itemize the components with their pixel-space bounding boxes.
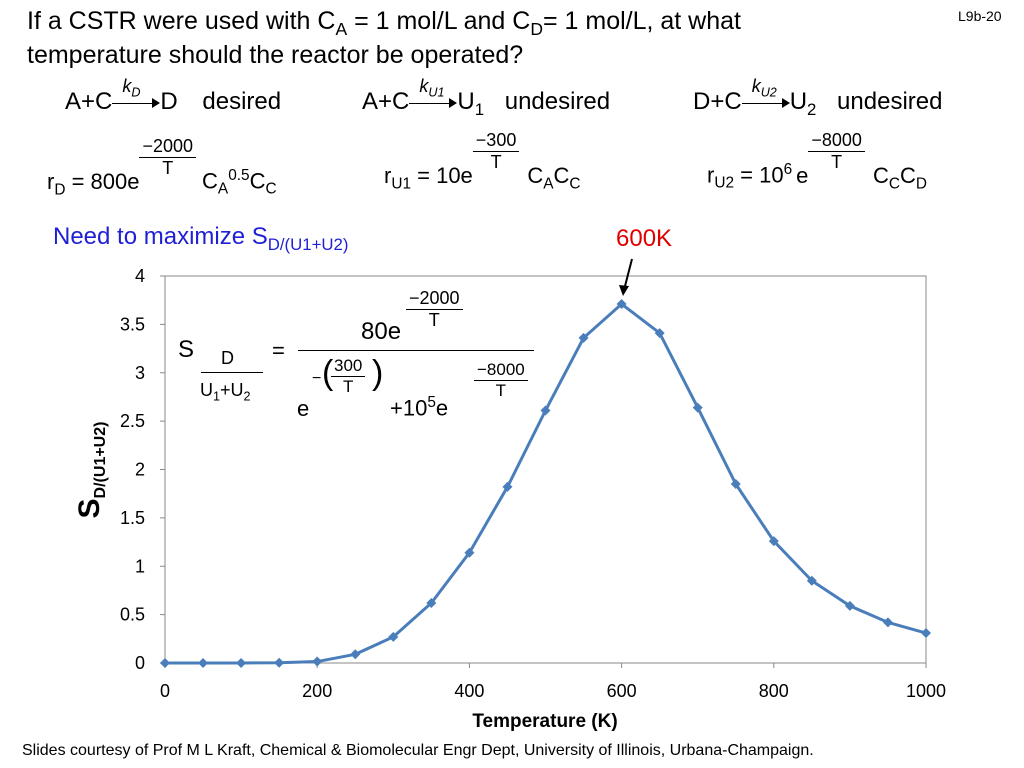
exponent-fraction: −2000 T [139,136,197,179]
data-point [312,656,323,667]
x-tick-label: 200 [302,681,332,701]
data-point [236,658,247,668]
data-point [274,657,285,668]
reaction-undesired-2: D+C kU2 U2 undesired [693,75,943,119]
y-tick-label: 0.5 [120,605,145,625]
optimum-label: 600K [616,225,673,252]
y-tick-label: 0 [135,653,145,673]
y-tick-label: 4 [135,266,145,286]
y-axis-label: SD/(U1+U2) [73,422,109,519]
x-tick-label: 800 [759,681,789,701]
y-tick-label: 2.5 [120,411,145,431]
data-point [730,479,741,490]
y-tick-label: 2 [135,460,145,480]
x-axis-label: Temperature (K) [472,711,617,732]
reaction-undesired-1: A+C kU1 U1 undesired [362,75,611,119]
y-tick-label: 1.5 [120,508,145,528]
question-line-2: temperature should the reactor be operat… [27,41,524,69]
data-point [692,402,703,413]
main-fraction-bar [298,350,534,351]
svg-text:SD/(U1+U2): SD/(U1+U2) [73,422,109,519]
rate-law-u2: rU2 = 106 e −8000 T CCCD [707,130,927,192]
question-line-1: If a CSTR were used with CA = 1 mol/L an… [27,7,741,39]
x-tick-label: 1000 [906,681,946,701]
data-point [198,658,209,668]
data-point [654,328,665,339]
rate-law-u1: rU1 = 10e −300 T CACC [384,130,581,192]
slide-number: L9b-20 [958,8,1002,24]
data-point [426,598,437,609]
data-point [882,617,893,628]
selectivity-equation: S D U1+U2 = 80e −2000 T e − ( 300 T ) +105… [178,286,548,426]
x-axis-ticks: 0 200 400 600 800 1000 [160,663,946,701]
data-point [160,658,170,668]
y-tick-label: 3 [135,363,145,383]
reaction-arrow: kU2 [741,76,790,110]
data-point [844,600,855,611]
x-tick-label: 600 [607,681,637,701]
data-point [578,332,589,343]
data-point [388,631,399,642]
reaction-arrow: kU1 [409,76,458,110]
reaction-arrow: kD [112,76,161,110]
x-tick-label: 400 [454,681,484,701]
y-tick-label: 1 [135,556,145,576]
maximize-note: Need to maximize SD/(U1+U2) [53,223,349,254]
data-point [768,536,779,547]
data-point [921,628,931,639]
reaction-desired: A+C kD D desired [65,75,282,115]
data-point [806,575,817,586]
footer-credit: Slides courtesy of Prof M L Kraft, Chemi… [22,742,814,759]
y-axis-ticks: 0 0.5 1 1.5 2 2.5 3 3.5 4 [120,266,165,673]
data-point [464,547,475,558]
x-tick-label: 0 [160,681,170,701]
data-point [540,405,551,416]
y-tick-label: 3.5 [120,314,145,334]
data-point [616,299,627,310]
optimum-arrow [619,258,633,296]
exponent-fraction: −300 T [472,130,520,173]
data-point [350,649,361,660]
rate-law-d: rD = 800e −2000 T CA0.5CC [47,136,277,198]
exponent-fraction: −8000 T [808,130,865,173]
data-point [502,481,513,492]
series [160,299,931,668]
s-symbol: S [178,336,195,363]
